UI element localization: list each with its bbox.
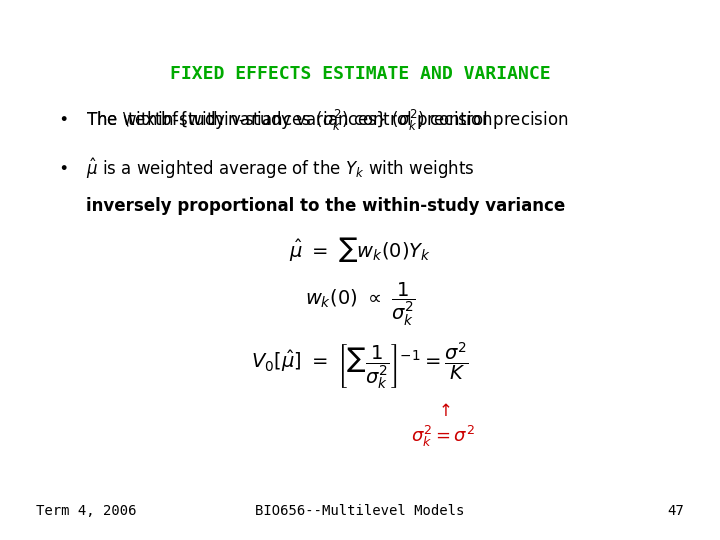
Text: $\sigma_k^2 = \sigma^2$: $\sigma_k^2 = \sigma^2$ (411, 424, 474, 449)
Text: Term 4, 2006: Term 4, 2006 (36, 504, 137, 518)
Text: $w_k(0) \ \propto \ \dfrac{1}{\sigma_k^2}$: $w_k(0) \ \propto \ \dfrac{1}{\sigma_k^2… (305, 281, 415, 328)
Text: $\bullet$: $\bullet$ (58, 108, 67, 126)
Text: FIXED EFFECTS ESTIMATE AND VARIANCE: FIXED EFFECTS ESTIMATE AND VARIANCE (170, 65, 550, 83)
Text: The \textbf{within-study variances} $(\sigma_k^2)$ control precision: The \textbf{within-study variances} $(\s… (86, 108, 569, 133)
Text: $\hat{\mu} \ = \ \sum w_k(0) Y_k$: $\hat{\mu} \ = \ \sum w_k(0) Y_k$ (289, 235, 431, 264)
Text: 47: 47 (667, 504, 684, 518)
Text: BIO656--Multilevel Models: BIO656--Multilevel Models (256, 504, 464, 518)
Text: The within-study variances $(\sigma_k^2)$ control precision: The within-study variances $(\sigma_k^2)… (86, 108, 492, 133)
Text: $\bullet$: $\bullet$ (58, 157, 67, 174)
Text: $V_0[\hat{\mu}] \ = \ \left[\sum \dfrac{1}{\sigma_k^2}\right]^{-1} = \dfrac{\sig: $V_0[\hat{\mu}] \ = \ \left[\sum \dfrac{… (251, 340, 469, 391)
Text: $\uparrow$: $\uparrow$ (435, 402, 451, 420)
Text: $\hat{\mu}$ is a weighted average of the $Y_k$ with weights: $\hat{\mu}$ is a weighted average of the… (86, 157, 475, 181)
Text: inversely proportional to the within-study variance: inversely proportional to the within-stu… (86, 197, 566, 215)
